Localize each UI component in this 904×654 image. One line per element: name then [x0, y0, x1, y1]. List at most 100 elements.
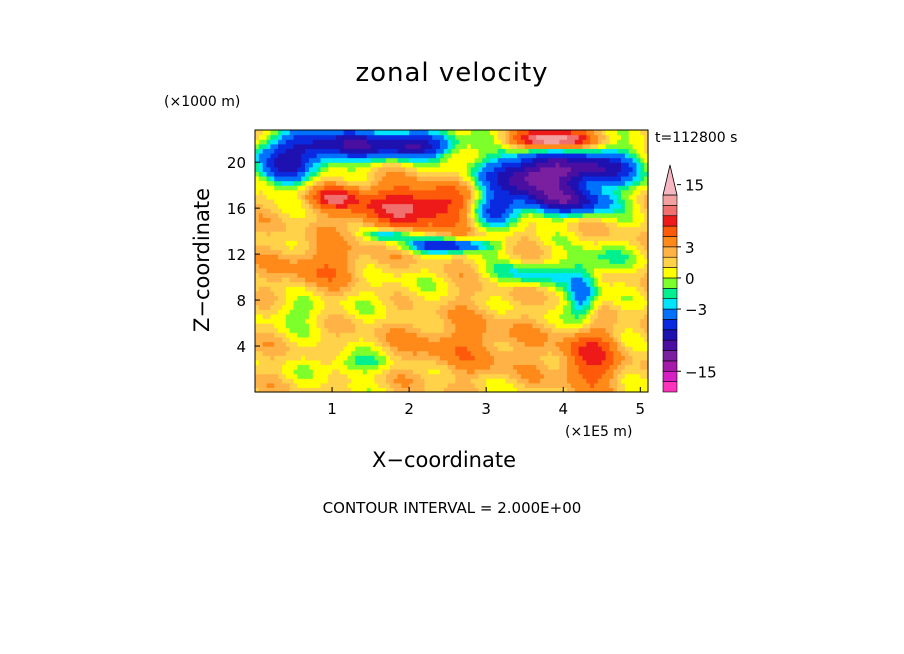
field-cell	[436, 180, 441, 186]
field-cell	[505, 263, 510, 269]
field-cell	[366, 300, 372, 306]
field-cell	[255, 231, 260, 237]
field-cell	[520, 175, 526, 182]
field-cell	[555, 272, 560, 278]
field-cell	[474, 152, 480, 159]
field-cell	[536, 198, 541, 205]
field-cell	[389, 272, 395, 278]
field-cell	[393, 272, 399, 278]
field-cell	[301, 359, 306, 366]
field-cell	[443, 139, 449, 145]
field-cell	[366, 180, 372, 186]
field-cell	[258, 258, 264, 264]
field-cell	[570, 148, 576, 154]
field-cell	[262, 166, 268, 172]
field-cell	[293, 180, 298, 186]
field-cell	[536, 189, 541, 195]
field-cell	[505, 203, 510, 209]
field-cell	[420, 231, 426, 237]
field-cell	[355, 318, 360, 324]
field-cell	[320, 300, 325, 306]
field-cell	[343, 332, 349, 338]
field-cell	[570, 355, 576, 361]
field-cell	[567, 231, 572, 237]
field-cell	[547, 323, 553, 329]
field-cell	[432, 157, 437, 163]
field-cell	[316, 387, 322, 393]
field-cell	[432, 212, 437, 218]
field-cell	[463, 208, 468, 214]
field-cell	[378, 189, 383, 195]
field-cell	[405, 295, 410, 301]
field-cell	[447, 295, 453, 301]
field-cell	[305, 350, 310, 356]
field-cell	[351, 378, 356, 384]
field-cell	[536, 286, 541, 292]
field-cell	[505, 221, 510, 228]
field-cell	[567, 359, 572, 366]
field-cell	[551, 212, 557, 218]
field-cell	[459, 309, 464, 315]
field-cell	[281, 143, 287, 149]
field-cell	[551, 309, 557, 315]
field-cell	[505, 267, 510, 274]
field-cell	[436, 369, 441, 375]
field-cell	[474, 290, 480, 297]
field-cell	[482, 217, 487, 223]
field-cell	[382, 244, 387, 251]
field-cell	[555, 139, 560, 145]
field-cell	[289, 281, 295, 287]
field-cell	[497, 180, 503, 186]
field-cell	[486, 130, 491, 136]
field-cell	[355, 286, 360, 292]
field-cell	[524, 267, 530, 274]
field-cell	[463, 336, 468, 343]
field-cell	[505, 194, 510, 200]
field-cell	[490, 148, 495, 154]
field-cell	[297, 355, 302, 361]
field-cell	[463, 387, 468, 393]
field-cell	[312, 378, 318, 384]
field-cell	[401, 157, 406, 163]
field-cell	[517, 148, 522, 154]
field-cell	[517, 254, 522, 260]
field-cell	[305, 300, 310, 306]
field-cell	[305, 143, 310, 149]
field-cell	[536, 258, 541, 264]
field-cell	[501, 364, 507, 370]
field-cell	[343, 313, 349, 320]
field-cell	[451, 295, 456, 301]
field-cell	[339, 341, 345, 347]
field-cell	[451, 134, 456, 140]
field-cell	[416, 134, 422, 140]
field-cell	[320, 263, 325, 269]
field-cell	[547, 272, 553, 278]
field-cell	[474, 309, 480, 315]
field-cell	[293, 194, 298, 200]
field-cell	[255, 130, 260, 136]
field-cell	[289, 180, 295, 186]
field-cell	[543, 208, 549, 214]
field-cell	[320, 332, 325, 338]
field-cell	[524, 295, 530, 301]
field-cell	[551, 346, 557, 352]
field-cell	[551, 304, 557, 310]
field-cell	[293, 254, 298, 260]
field-cell	[347, 359, 352, 366]
field-cell	[308, 300, 314, 306]
field-cell	[555, 359, 560, 366]
field-cell	[320, 180, 325, 186]
field-cell	[278, 359, 283, 366]
field-cell	[262, 203, 268, 209]
field-cell	[370, 217, 376, 223]
field-cell	[355, 313, 360, 320]
field-cell	[320, 350, 325, 356]
field-cell	[432, 290, 437, 297]
field-cell	[497, 175, 503, 182]
field-cell	[536, 373, 541, 379]
field-cell	[528, 290, 534, 297]
field-cell	[397, 341, 403, 347]
field-cell	[355, 231, 360, 237]
field-cell	[459, 267, 464, 274]
field-cell	[578, 382, 584, 389]
